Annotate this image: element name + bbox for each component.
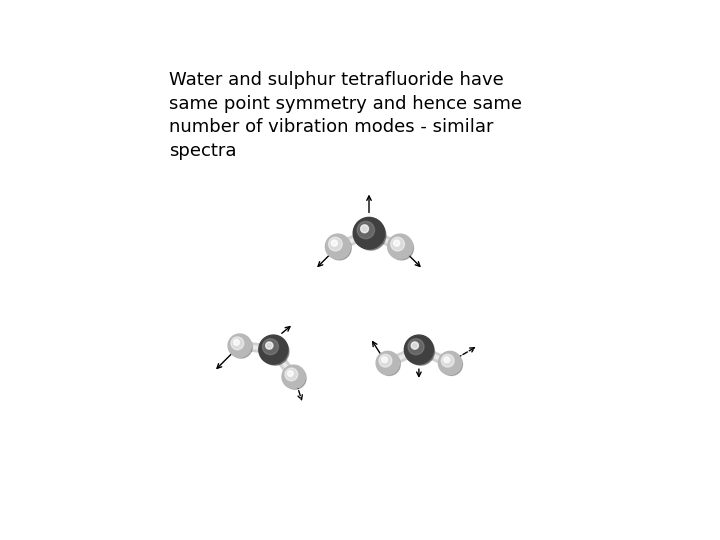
Circle shape — [357, 221, 374, 239]
Circle shape — [228, 334, 251, 357]
Circle shape — [233, 340, 239, 345]
Circle shape — [441, 353, 462, 375]
Circle shape — [266, 342, 273, 349]
Circle shape — [378, 353, 400, 375]
Circle shape — [391, 237, 405, 251]
Circle shape — [284, 367, 306, 389]
Circle shape — [331, 240, 338, 246]
Circle shape — [287, 370, 293, 376]
Circle shape — [285, 368, 297, 381]
Circle shape — [328, 236, 351, 260]
Circle shape — [261, 338, 289, 365]
Circle shape — [407, 338, 434, 365]
Circle shape — [354, 218, 384, 249]
Circle shape — [441, 354, 454, 367]
Circle shape — [376, 352, 400, 375]
Circle shape — [411, 342, 418, 349]
Circle shape — [405, 335, 433, 364]
Circle shape — [444, 357, 450, 363]
Circle shape — [328, 237, 342, 251]
Text: Water and sulphur tetrafluoride have
same point symmetry and hence same
number o: Water and sulphur tetrafluoride have sam… — [169, 71, 523, 160]
Circle shape — [438, 352, 462, 375]
Circle shape — [258, 335, 288, 364]
Circle shape — [231, 337, 244, 350]
Circle shape — [356, 220, 386, 250]
Circle shape — [230, 336, 252, 358]
Circle shape — [325, 234, 351, 259]
Circle shape — [361, 225, 369, 233]
Circle shape — [394, 240, 400, 246]
Circle shape — [263, 339, 279, 355]
Circle shape — [382, 357, 387, 363]
Circle shape — [408, 339, 424, 355]
Circle shape — [387, 234, 413, 259]
Circle shape — [282, 365, 305, 388]
Circle shape — [390, 236, 413, 260]
Circle shape — [379, 354, 392, 367]
